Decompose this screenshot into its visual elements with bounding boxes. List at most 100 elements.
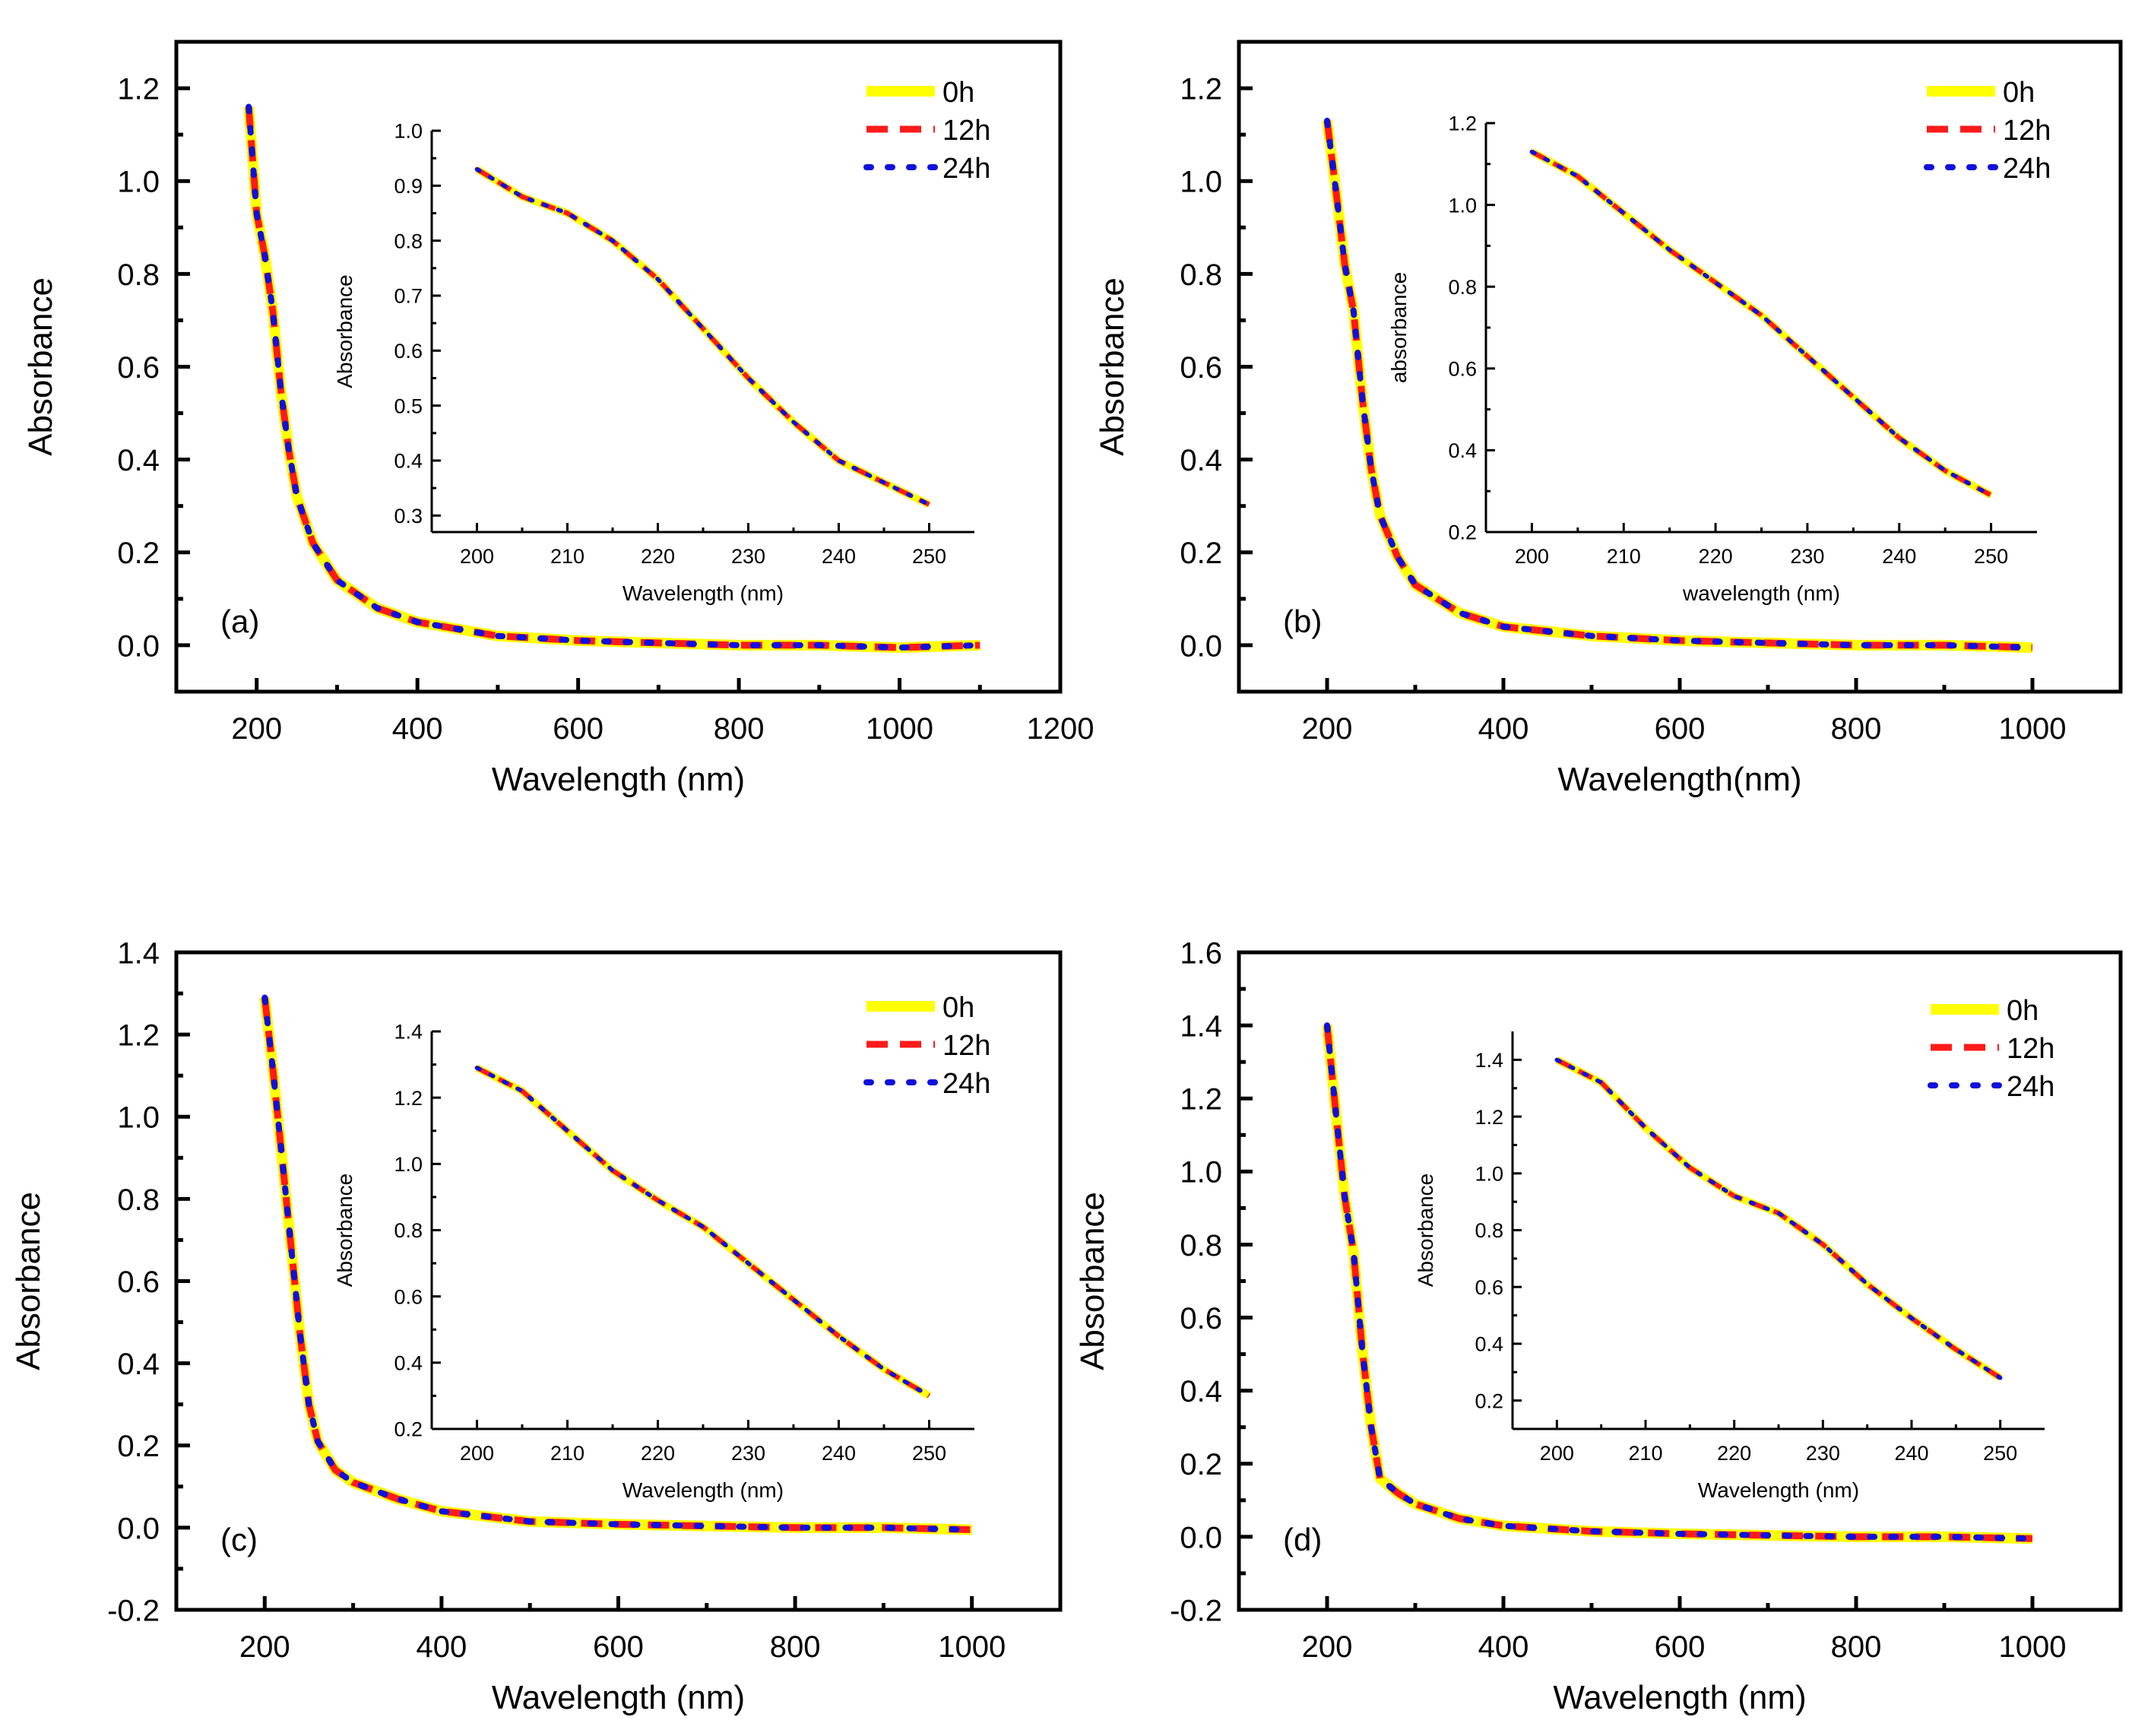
main-y-tick-label: -0.2 — [1170, 1594, 1222, 1627]
legend-label-24h: 24h — [942, 153, 990, 185]
main-y-tick-label: 0.2 — [1180, 537, 1222, 570]
inset-x-axis-title: Wavelength (nm) — [622, 1478, 784, 1502]
legend-label-12h: 12h — [2003, 115, 2051, 147]
inset-y-tick-label: 0.6 — [394, 1285, 423, 1308]
main-y-tick-label: 1.6 — [1180, 936, 1222, 970]
series-line-12h — [1323, 1025, 2033, 1542]
main-y-tick-label: 0.0 — [1180, 1521, 1222, 1554]
series-line-12h — [245, 106, 980, 651]
series-line-24h — [261, 994, 975, 1533]
main-plot-frame — [1237, 950, 2123, 1612]
inset-x-tick-label: 250 — [1974, 545, 2008, 568]
series-line-0h — [243, 106, 980, 653]
legend-label-12h: 12h — [2007, 1033, 2054, 1065]
inset-y-tick-label: 0.6 — [1448, 358, 1477, 381]
main-y-tick-label: 1.4 — [117, 936, 160, 970]
legend-label-0h: 0h — [942, 77, 974, 109]
main-y-tick-label: 0.8 — [117, 258, 160, 292]
legend-label-0h: 0h — [942, 992, 974, 1024]
main-y-tick-label: 1.4 — [1180, 1010, 1222, 1044]
main-x-tick-label: 1200 — [1027, 712, 1095, 746]
inset-x-tick-label: 210 — [550, 545, 584, 568]
main-y-tick-label: 1.0 — [1180, 166, 1222, 199]
main-y-tick-label: 0.6 — [117, 351, 160, 385]
legend-label-24h: 24h — [2007, 1071, 2054, 1103]
main-y-tick-label: 1.2 — [117, 1019, 160, 1053]
inset-y-tick-label: 0.4 — [394, 450, 423, 473]
main-y-tick-label: 1.2 — [1180, 1083, 1222, 1117]
main-x-tick-label: 400 — [1478, 712, 1529, 746]
inset-x-tick-label: 230 — [731, 1442, 765, 1465]
inset-y-tick-label: 1.0 — [1448, 194, 1477, 217]
inset-series-line-0h — [1530, 148, 1993, 499]
inset-x-tick-label: 220 — [641, 1442, 675, 1465]
series-line-12h — [1323, 120, 2033, 651]
main-x-tick-label: 600 — [1655, 1630, 1706, 1664]
inset-x-tick-label: 220 — [641, 545, 675, 568]
inset-series-line-12h — [476, 1066, 931, 1399]
inset-y-tick-label: 0.6 — [394, 340, 423, 363]
inset-x-axis-title: Wavelength (nm) — [1698, 1478, 1859, 1502]
main-x-tick-label: 200 — [239, 1630, 290, 1664]
inset-x-tick-label: 250 — [912, 1442, 946, 1465]
main-y-tick-label: 0.6 — [117, 1266, 160, 1299]
main-y-tick-label: 0.6 — [1180, 1302, 1222, 1335]
main-x-tick-label: 600 — [553, 712, 603, 746]
inset-x-tick-label: 250 — [912, 545, 946, 568]
inset-y-tick-label: 0.6 — [1475, 1276, 1503, 1299]
inset-y-tick-label: 0.5 — [394, 394, 423, 417]
inset-x-tick-label: 200 — [1540, 1442, 1574, 1465]
panel-label: (d) — [1283, 1522, 1322, 1557]
inset-series-line-12h — [1530, 149, 1993, 498]
main-x-tick-label: 600 — [593, 1630, 644, 1664]
legend-label-12h: 12h — [942, 1030, 990, 1062]
inset-x-tick-label: 210 — [1607, 545, 1641, 568]
main-y-tick-label: 0.8 — [1180, 1229, 1222, 1262]
main-y-tick-label: 0.2 — [117, 1430, 160, 1463]
x-axis-title: Wavelength (nm) — [1553, 1679, 1806, 1716]
series-line-24h — [246, 103, 984, 651]
inset-y-tick-label: 0.7 — [394, 285, 423, 308]
main-x-tick-label: 1000 — [938, 1630, 1006, 1664]
series-line-12h — [261, 996, 972, 1534]
inset-y-tick-label: 0.2 — [1448, 521, 1477, 544]
main-x-tick-label: 1000 — [1999, 712, 2067, 746]
main-y-tick-label: 0.2 — [117, 537, 160, 570]
panel-c: 200 400 600 800 1000 -0.2 0.0 0.2 0.4 0.6 0.8 1.0 1.… — [10, 936, 1063, 1716]
inset-y-tick-label: 1.4 — [1475, 1049, 1503, 1072]
main-y-tick-label: 1.2 — [117, 72, 160, 106]
main-plot-frame — [174, 950, 1063, 1612]
inset-y-tick-label: 1.2 — [1475, 1106, 1503, 1129]
series-line-0h — [259, 996, 972, 1535]
inset-y-tick-label: 0.8 — [394, 1219, 423, 1242]
inset-y-tick-label: 0.8 — [1475, 1219, 1503, 1242]
inset-x-tick-label: 200 — [460, 545, 494, 568]
inset-series-line-24h — [474, 166, 932, 507]
inset-y-tick-label: 0.4 — [394, 1352, 423, 1375]
main-y-tick-label: 0.0 — [1180, 629, 1222, 663]
inset-y-tick-label: 1.4 — [394, 1021, 423, 1044]
y-axis-title: Absorbance — [1094, 277, 1131, 456]
main-y-tick-label: -0.2 — [107, 1594, 160, 1627]
y-axis-title: Absorbance — [22, 277, 59, 456]
inset-x-tick-label: 240 — [1882, 545, 1916, 568]
inset-y-tick-label: 0.4 — [1448, 439, 1477, 462]
main-plot-frame — [1237, 40, 2123, 694]
inset-x-tick-label: 220 — [1717, 1442, 1751, 1465]
inset-series-line-24h — [1529, 149, 1994, 498]
main-y-tick-label: 0.4 — [117, 444, 160, 477]
main-y-tick-label: 0.4 — [1180, 1375, 1222, 1408]
inset-x-tick-label: 230 — [1806, 1442, 1840, 1465]
inset-y-tick-label: 0.2 — [1475, 1389, 1503, 1412]
main-x-tick-label: 800 — [1831, 712, 1882, 746]
main-y-tick-label: 1.0 — [117, 1101, 160, 1135]
main-y-tick-label: 0.8 — [117, 1183, 160, 1217]
y-axis-title: Absorbance — [10, 1192, 47, 1370]
inset-y-tick-label: 0.3 — [394, 505, 423, 527]
inset-x-tick-label: 210 — [1628, 1442, 1662, 1465]
inset-y-axis-title: Absorbance — [333, 274, 356, 388]
inset-y-tick-label: 1.0 — [394, 120, 423, 143]
inset-chart: 200 210 220 230 240 250 0.2 0.4 0.6 0.8 1.0 1.2 1.4 W… — [333, 1021, 974, 1502]
main-x-tick-label: 400 — [1478, 1630, 1529, 1664]
